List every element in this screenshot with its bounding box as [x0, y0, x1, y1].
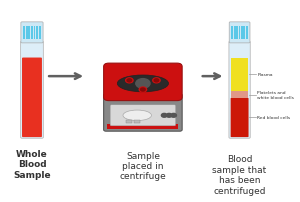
Bar	[134, 121, 140, 123]
FancyBboxPatch shape	[229, 23, 250, 44]
Bar	[231, 26, 233, 40]
Circle shape	[153, 78, 160, 83]
Bar	[241, 26, 243, 40]
FancyBboxPatch shape	[231, 98, 249, 137]
Circle shape	[161, 114, 167, 118]
Circle shape	[171, 114, 176, 118]
Bar	[232, 91, 248, 99]
Bar	[107, 125, 178, 130]
Text: Blood
sample that
has been
centrifuged: Blood sample that has been centrifuged	[212, 155, 267, 195]
FancyBboxPatch shape	[103, 64, 182, 101]
Bar	[126, 121, 131, 123]
Bar	[36, 26, 38, 40]
Circle shape	[127, 79, 132, 82]
Bar	[39, 26, 41, 40]
Bar	[246, 26, 248, 40]
Ellipse shape	[117, 76, 169, 92]
Bar	[236, 26, 238, 40]
Bar	[234, 26, 236, 40]
FancyBboxPatch shape	[21, 23, 43, 44]
Bar	[28, 26, 30, 40]
FancyBboxPatch shape	[21, 42, 44, 139]
Bar	[31, 26, 33, 40]
Text: Red blood cells: Red blood cells	[257, 116, 290, 120]
Ellipse shape	[123, 110, 152, 121]
Circle shape	[136, 79, 150, 89]
Bar	[34, 26, 35, 40]
FancyBboxPatch shape	[110, 105, 176, 126]
Text: Sample
placed in
centrifuge: Sample placed in centrifuge	[119, 151, 166, 181]
Bar	[26, 26, 28, 40]
Text: Whole
Blood
Sample: Whole Blood Sample	[13, 149, 51, 179]
Bar	[238, 26, 240, 40]
FancyBboxPatch shape	[103, 94, 182, 132]
Circle shape	[154, 79, 159, 82]
Bar	[23, 26, 25, 40]
FancyBboxPatch shape	[22, 58, 42, 137]
Circle shape	[166, 114, 172, 118]
Circle shape	[141, 88, 145, 92]
Circle shape	[139, 88, 147, 93]
Bar	[232, 58, 248, 91]
Text: Platelets and
white blood cells: Platelets and white blood cells	[257, 91, 294, 99]
Text: Plasma: Plasma	[257, 73, 273, 77]
Bar	[243, 26, 245, 40]
Circle shape	[126, 78, 133, 83]
FancyBboxPatch shape	[229, 42, 250, 139]
